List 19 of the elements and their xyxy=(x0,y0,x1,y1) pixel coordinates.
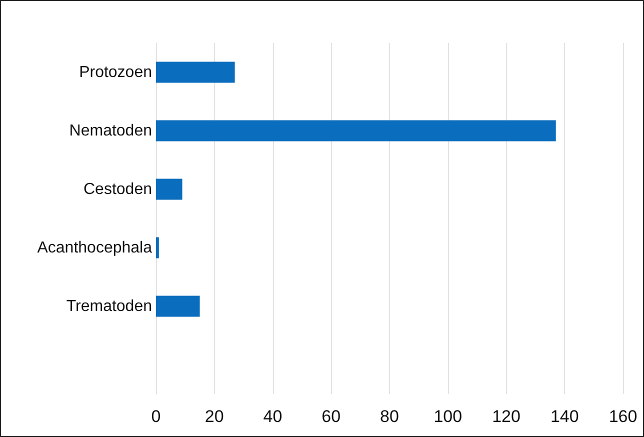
x-tick-label: 160 xyxy=(608,407,638,426)
bar xyxy=(156,296,200,317)
bar xyxy=(156,237,159,258)
y-tick-label: Cestoden xyxy=(84,180,152,198)
x-tick-label: 100 xyxy=(434,407,462,426)
x-tick-label: 80 xyxy=(380,407,399,426)
bar xyxy=(156,62,235,83)
x-tick-label: 40 xyxy=(263,407,282,426)
bar xyxy=(156,120,556,142)
y-tick-label: Trematoden xyxy=(66,298,152,315)
y-tick-label: Nematoden xyxy=(69,122,152,140)
bar xyxy=(156,178,182,200)
x-tick-label: 120 xyxy=(492,407,520,426)
x-tick-label: 60 xyxy=(322,407,341,426)
y-tick-label: Protozoen xyxy=(79,64,152,81)
x-tick-label: 20 xyxy=(204,407,224,426)
y-tick-label: Acanthocephala xyxy=(37,239,152,256)
x-tick-label: 140 xyxy=(550,407,579,426)
x-tick-label: 0 xyxy=(151,407,161,426)
